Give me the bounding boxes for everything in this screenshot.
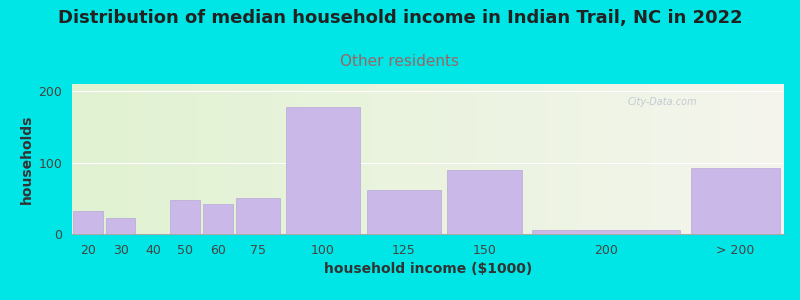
Bar <box>170 200 200 234</box>
Y-axis label: households: households <box>20 114 34 204</box>
X-axis label: household income ($1000): household income ($1000) <box>324 262 532 276</box>
Text: Distribution of median household income in Indian Trail, NC in 2022: Distribution of median household income … <box>58 9 742 27</box>
Bar <box>106 218 135 234</box>
Bar <box>74 211 103 234</box>
Bar <box>202 204 233 234</box>
Bar <box>286 107 360 234</box>
Bar <box>236 198 281 234</box>
Bar <box>447 170 522 234</box>
Bar <box>690 168 780 234</box>
Bar <box>531 230 681 234</box>
Text: City-Data.com: City-Data.com <box>627 97 697 107</box>
Bar <box>366 190 441 234</box>
Text: Other residents: Other residents <box>341 54 459 69</box>
